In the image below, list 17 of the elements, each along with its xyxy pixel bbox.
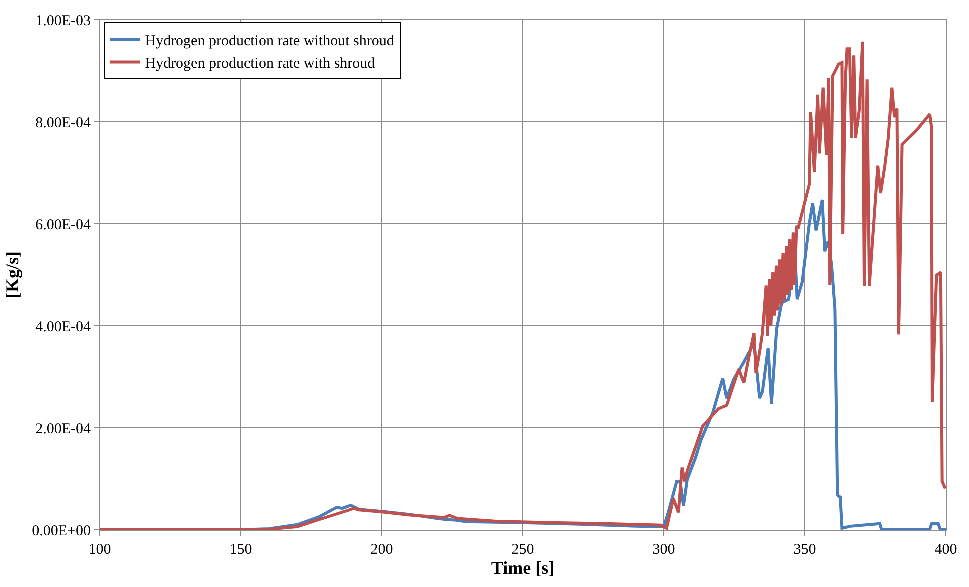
y-tick-label: 6.00E-04 [36, 217, 92, 234]
x-tick-label: 300 [652, 542, 676, 558]
x-tick-label: 400 [934, 542, 958, 558]
legend-label: Hydrogen production rate without shroud [145, 34, 395, 50]
y-axis-title: [Kg/s] [2, 252, 22, 298]
x-tick-label: 350 [794, 542, 816, 558]
y-tick-label: 1.00E-03 [36, 13, 91, 30]
y-tick-label: 0.00E+00 [32, 523, 91, 540]
x-tick-label: 200 [370, 542, 394, 558]
x-axis-title: Time [s] [491, 558, 555, 578]
legend-label: Hydrogen production rate with shroud [145, 56, 376, 72]
x-tick-label: 150 [230, 542, 252, 558]
y-tick-label: 2.00E-04 [36, 421, 92, 438]
x-tick-label: 100 [88, 542, 112, 558]
y-tick-label: 8.00E-04 [36, 115, 92, 132]
y-tick-label: 4.00E-04 [36, 319, 92, 336]
x-tick-label: 250 [512, 542, 534, 558]
